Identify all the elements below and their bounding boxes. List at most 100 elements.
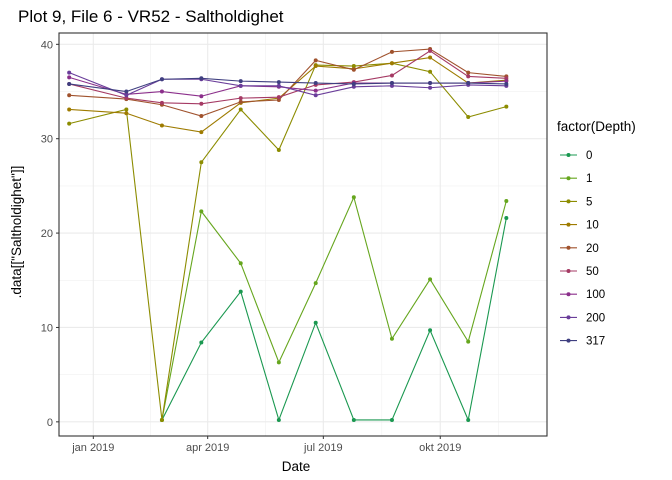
series-line: [68, 72, 507, 96]
data-point: [351, 195, 356, 200]
data-point: [428, 69, 433, 74]
legend-key-point: [566, 269, 571, 273]
data-point: [276, 83, 281, 88]
data-point: [313, 88, 318, 93]
data-point: [159, 123, 164, 128]
data-point: [389, 83, 394, 88]
series-line: [69, 62, 507, 421]
legend-key-point: [566, 199, 571, 204]
legend-key-point: [566, 245, 571, 250]
data-point: [276, 148, 281, 153]
data-point: [199, 101, 204, 106]
data-point: [238, 107, 243, 112]
data-point: [504, 199, 509, 203]
series-1: [159, 195, 509, 422]
data-point: [504, 81, 509, 86]
legend-key-point: [566, 292, 571, 297]
legend-label: 10: [586, 220, 599, 232]
series-317: [67, 76, 509, 94]
legend-label: 20: [586, 243, 599, 255]
series-0: [159, 215, 509, 422]
data-point: [313, 320, 318, 325]
legend-label: 100: [586, 289, 605, 301]
series-line: [161, 195, 507, 421]
data-point: [389, 49, 394, 54]
legend-item: 50: [560, 266, 599, 278]
data-point: [276, 80, 281, 85]
data-point: [504, 76, 509, 81]
legend-label: 317: [586, 336, 605, 348]
data-point: [238, 261, 243, 266]
legend-key-point: [566, 338, 571, 343]
data-point: [313, 58, 318, 63]
legend-label: 50: [586, 266, 599, 278]
legend-item: 100: [560, 289, 605, 301]
data-point: [159, 417, 164, 422]
y-tick-label: 20: [41, 228, 53, 240]
data-point: [67, 75, 72, 80]
data-point: [504, 79, 509, 84]
data-point: [313, 93, 318, 98]
data-point: [428, 48, 433, 53]
data-point: [351, 417, 356, 422]
legend-key-point: [566, 153, 571, 157]
data-point: [238, 96, 243, 101]
series-10: [67, 55, 509, 135]
data-point: [199, 340, 204, 345]
data-point: [428, 277, 433, 282]
data-point: [276, 417, 281, 422]
data-point: [389, 417, 394, 422]
data-point: [389, 336, 394, 341]
panel-border: [58, 32, 548, 437]
data-point: [466, 417, 471, 422]
series-50: [67, 48, 509, 106]
data-point: [124, 96, 129, 101]
legend-label: 1: [586, 173, 592, 185]
data-point: [199, 130, 204, 135]
legend-item: 0: [560, 150, 592, 162]
data-point: [466, 115, 471, 119]
legend-key-point: [566, 315, 571, 320]
y-axis: 0 10 20 30 40: [41, 39, 59, 429]
data-point: [351, 84, 356, 89]
data-point: [67, 93, 72, 98]
data-point: [389, 61, 394, 66]
data-point: [276, 360, 281, 365]
legend-item: 1: [560, 173, 592, 185]
data-point: [67, 107, 72, 112]
data-point: [159, 77, 164, 82]
data-point: [428, 328, 433, 333]
data-point: [67, 121, 72, 126]
data-point: [238, 83, 243, 88]
data-point: [199, 160, 204, 165]
data-point: [466, 74, 471, 79]
y-tick-label: 40: [41, 39, 53, 51]
data-point: [238, 99, 243, 104]
legend-label: 5: [586, 196, 592, 208]
data-point: [313, 64, 318, 69]
data-point: [276, 95, 281, 100]
data-point: [351, 64, 356, 69]
data-point: [124, 111, 129, 116]
legend-label: 0: [586, 150, 592, 162]
data-point: [504, 104, 509, 109]
legend-item: 10: [560, 220, 599, 232]
legend: factor(Depth) 0 1 5 10 20 50 100 200 317: [557, 119, 636, 348]
data-point: [124, 89, 129, 94]
data-point: [504, 215, 509, 220]
data-point: [238, 289, 243, 294]
data-point: [124, 93, 129, 98]
data-point: [67, 70, 72, 75]
data-point: [199, 76, 204, 81]
data-point: [199, 209, 204, 214]
x-axis-title: Date: [282, 459, 311, 474]
data-point: [351, 81, 356, 86]
data-point: [313, 281, 318, 286]
legend-item: 200: [560, 312, 605, 324]
y-tick-label: 30: [41, 134, 53, 146]
x-tick-label: jul 2019: [303, 442, 343, 454]
data-point: [124, 107, 129, 112]
data-point: [466, 339, 471, 344]
data-point: [466, 70, 471, 75]
